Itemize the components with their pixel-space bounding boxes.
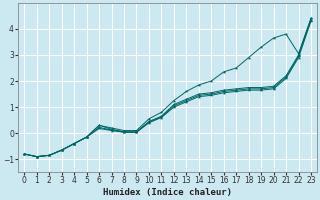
X-axis label: Humidex (Indice chaleur): Humidex (Indice chaleur) <box>103 188 232 197</box>
